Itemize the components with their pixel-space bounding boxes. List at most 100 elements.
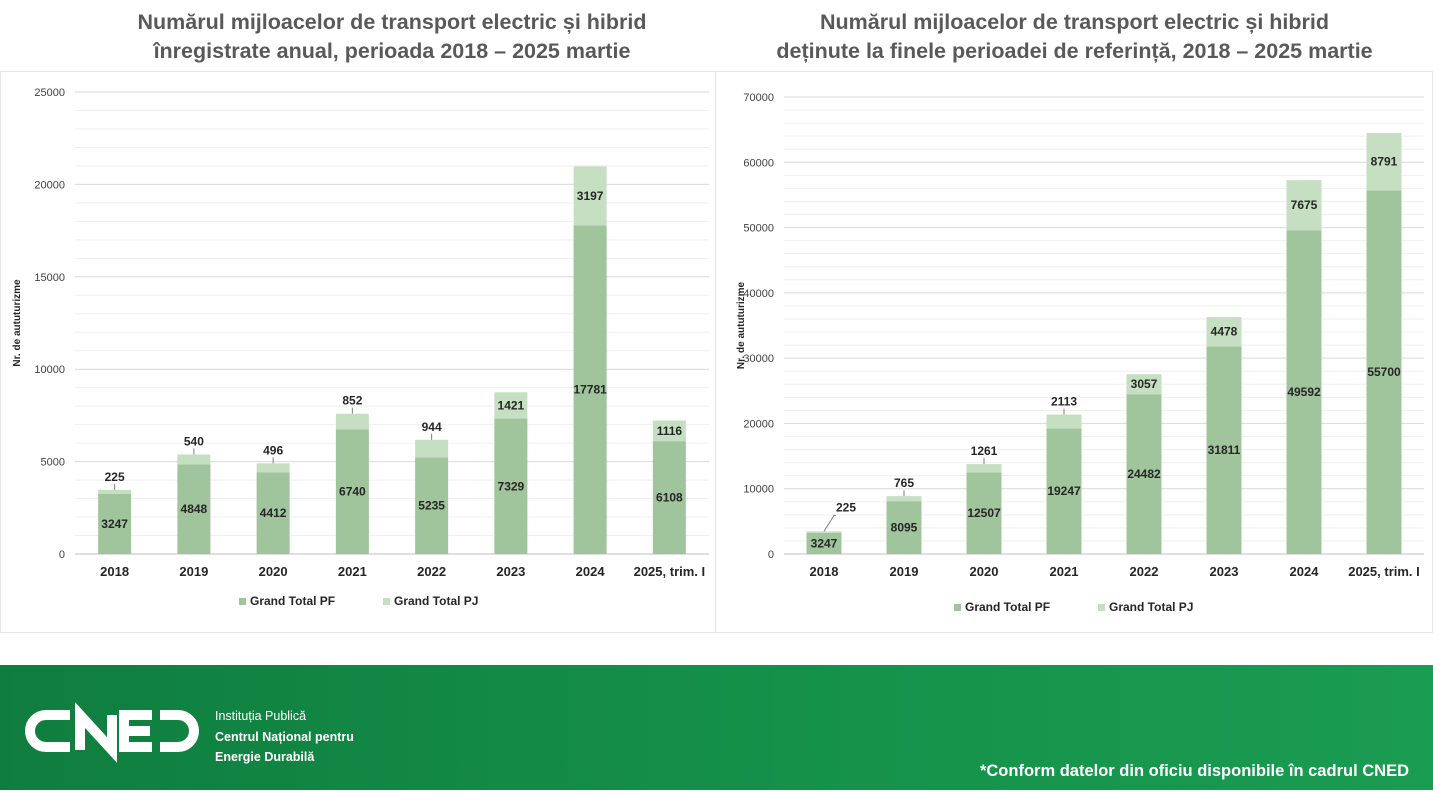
- logo-letter-d: [160, 710, 199, 752]
- x-tick-label: 2019: [890, 564, 919, 579]
- y-tick-label: 25000: [34, 87, 65, 99]
- data-label-pf: 3247: [101, 517, 128, 531]
- bar-pj-2018: [98, 489, 132, 494]
- data-label-pj: 3057: [1131, 377, 1158, 391]
- institution-text: Instituția Publică Centrul Național pent…: [215, 706, 354, 768]
- chart-title-left-line2: înregistrate anual, perioada 2018 – 2025…: [153, 39, 631, 63]
- bar-pf-2024: [573, 225, 607, 555]
- data-label-pf: 55700: [1367, 365, 1401, 379]
- logo-letter-c: [25, 710, 70, 752]
- data-label-pf: 31811: [1208, 443, 1241, 457]
- x-tick-label: 2025, trim. I: [634, 564, 706, 579]
- bar-pj-2023: [1206, 317, 1242, 347]
- logo-letter-n: [75, 702, 117, 763]
- y-tick-label: 10000: [34, 364, 65, 376]
- data-label-pf: 19247: [1047, 484, 1081, 498]
- chart-title-left-line1: Numărul mijloacelor de transport electri…: [137, 10, 647, 34]
- data-label-pj: 3197: [577, 189, 604, 203]
- chart-left-svg: 0 5000 10000 15000 20000 25000 Nr. de aututuri…: [12, 87, 709, 608]
- legend-label: Grand Total PJ: [394, 594, 478, 608]
- bar-pf-2019: [886, 501, 922, 554]
- footer-banner: [0, 665, 1433, 790]
- data-label-pf: 17781: [573, 383, 607, 397]
- bar-pj-2020: [966, 464, 1002, 473]
- x-tick-label: 2022: [1130, 564, 1159, 579]
- y-tick-label: 15000: [34, 272, 65, 284]
- bar-pj-2024: [573, 166, 607, 226]
- y-tick-label: 0: [59, 549, 65, 561]
- data-label-pj: 4478: [1211, 325, 1238, 339]
- data-label-pf: 24482: [1127, 467, 1161, 481]
- data-label-pf: 49592: [1287, 385, 1321, 399]
- x-tick-label: 2018: [100, 564, 129, 579]
- data-label-pj: 7675: [1291, 198, 1318, 212]
- y-tick-label: 20000: [743, 418, 774, 430]
- legend-swatch: [383, 598, 390, 605]
- bar-pj-2025trimI: [652, 420, 686, 442]
- institution-line3: Energie Durabilă: [215, 750, 315, 764]
- data-label-pj: 1116: [657, 424, 683, 438]
- y-tick-label: 30000: [743, 353, 774, 365]
- data-label-pj: 1261: [971, 444, 998, 458]
- x-tick-label: 2024: [1290, 564, 1320, 579]
- y-axis-label: Nr. de aututurizme: [12, 279, 23, 367]
- data-label-pj: 225: [105, 470, 125, 484]
- data-label-pf: 8095: [891, 521, 918, 535]
- legend-label: Grand Total PJ: [1109, 600, 1193, 614]
- bar-pj-2019: [886, 496, 922, 502]
- data-label-pj: 765: [894, 476, 914, 490]
- chart-panel-right: 0 10000 20000 30000 40000 50000 60000 70000 Nr. …: [715, 71, 1433, 633]
- bar-pf-2023: [1206, 346, 1242, 554]
- bar-pj-2021: [335, 413, 369, 430]
- data-label-pf: 12507: [967, 506, 1001, 520]
- chart-title-right: Numărul mijloacelor de transport electri…: [716, 8, 1433, 66]
- bar-pj-2024: [1286, 180, 1322, 231]
- legend-swatch: [239, 598, 246, 605]
- y-tick-label: 20000: [34, 179, 65, 191]
- bar-pj-2022: [1126, 374, 1162, 395]
- data-label-pj: 1421: [498, 398, 525, 412]
- legend-label: Grand Total PF: [965, 600, 1050, 614]
- x-tick-label: 2023: [1210, 564, 1239, 579]
- legend-label: Grand Total PF: [250, 594, 335, 608]
- data-label-pf: 7329: [498, 479, 525, 493]
- data-label-pj: 225: [836, 500, 856, 514]
- x-tick-label: 2020: [259, 564, 288, 579]
- chart-panel-left: 0 5000 10000 15000 20000 25000 Nr. de aututuri…: [0, 71, 716, 633]
- bar-pf-2022: [415, 457, 449, 554]
- legend-swatch: [954, 604, 961, 611]
- institution-line2: Centrul Național pentru: [215, 729, 354, 744]
- chart-title-right-line1: Numărul mijloacelor de transport electri…: [820, 10, 1329, 34]
- bar-pf-2018: [806, 532, 842, 554]
- bar-pj-2021: [1046, 414, 1082, 429]
- bar-pf-2019: [177, 464, 211, 554]
- x-tick-label: 2019: [179, 564, 208, 579]
- x-tick-label: 2020: [970, 564, 999, 579]
- data-label-pf: 5235: [418, 499, 445, 513]
- bar-pf-2021: [335, 429, 369, 554]
- data-label-pj: 2113: [1051, 395, 1077, 409]
- y-axis-label: Nr. de aututurizme: [736, 281, 747, 369]
- leader-line: [823, 514, 836, 532]
- legend-swatch: [1098, 604, 1105, 611]
- x-tick-label: 2021: [338, 564, 367, 579]
- bar-pf-2020: [256, 472, 290, 554]
- footer-note: *Conform datelor din oficiu disponibile …: [979, 762, 1409, 780]
- chart-title-left: Numărul mijloacelor de transport electri…: [0, 8, 784, 66]
- chart-title-right-line2: deținute la finele perioadei de referinț…: [776, 39, 1373, 63]
- x-tick-label: 2023: [496, 564, 525, 579]
- data-label-pf: 3247: [811, 536, 838, 550]
- bar-pf-2025trimI: [652, 441, 686, 554]
- y-tick-label: 50000: [743, 223, 774, 235]
- x-tick-label: 2018: [810, 564, 839, 579]
- data-label-pj: 496: [263, 443, 283, 457]
- data-label-pf: 4412: [260, 506, 287, 520]
- data-label-pf: 6740: [339, 485, 366, 499]
- x-tick-label: 2022: [417, 564, 446, 579]
- x-tick-label: 2025, trim. I: [1348, 564, 1420, 579]
- data-label-pj: 8791: [1371, 155, 1398, 169]
- bar-pj-2019: [177, 454, 211, 465]
- bar-pj-2020: [256, 463, 290, 473]
- y-tick-label: 10000: [743, 484, 774, 496]
- x-tick-label: 2021: [1050, 564, 1079, 579]
